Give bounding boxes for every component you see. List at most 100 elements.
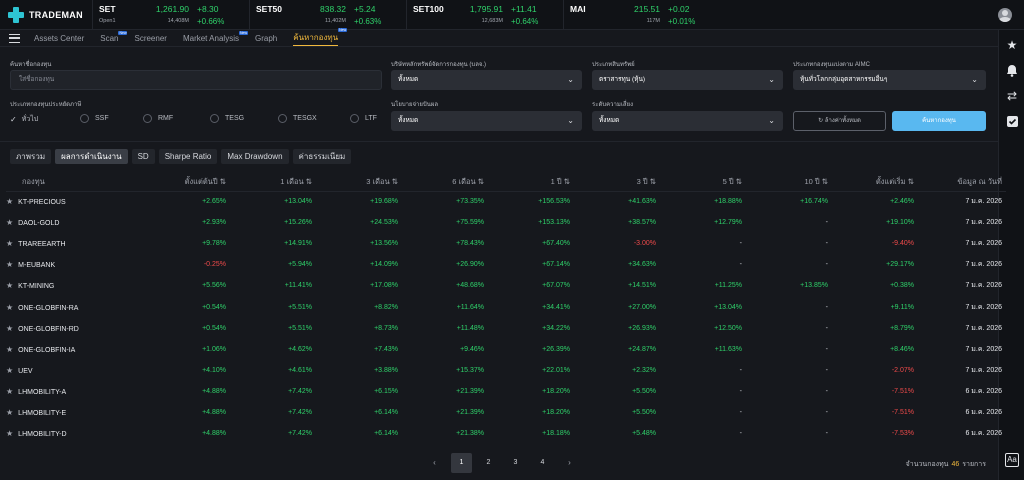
fund-search-input[interactable]: ใส่ชื่อกองทุน [10, 70, 382, 90]
fund-name[interactable]: ONE-GLOBFIN-RD [18, 325, 79, 333]
star-icon[interactable]: ★ [6, 386, 14, 396]
page-button[interactable]: 3 [513, 459, 518, 466]
bell-icon[interactable] [1005, 64, 1019, 78]
tab-scan[interactable]: Scan New [100, 30, 128, 43]
checklist-icon[interactable] [1005, 115, 1019, 129]
page-button[interactable]: 1 [451, 453, 472, 473]
star-icon[interactable]: ★ [6, 407, 14, 417]
font-size-icon[interactable]: Aa [1005, 453, 1019, 467]
aimc-select[interactable]: หุ้นทั่วโลกกลุ่มอุตสาหกรรมอื่นๆ ⌄ [793, 70, 986, 90]
tab-graph[interactable]: Graph [255, 34, 277, 43]
return-cell: +26.93% [628, 324, 656, 332]
return-cell: +2.65% [202, 198, 226, 206]
fund-name[interactable]: KT-PRECIOUS [18, 199, 66, 207]
tab-assets-center[interactable]: Assets Center [34, 34, 84, 43]
return-cell: +0.54% [202, 303, 226, 311]
table-row[interactable]: ★ M-EUBANK -0.25% +5.94% +14.09% +26.90% +67.1… [6, 254, 1006, 275]
table-row[interactable]: ★ LHMOBILITY-E +4.88% +7.42% +6.14% +21.39% +1… [6, 402, 1006, 423]
return-cell: +26.39% [542, 345, 570, 353]
swap-arrows-icon[interactable]: ⇄ [1006, 89, 1018, 103]
fund-name[interactable]: M-EUBANK [18, 262, 56, 270]
fund-name[interactable]: LHMOBILITY-A [18, 388, 67, 396]
star-icon[interactable]: ★ [6, 239, 14, 249]
table-row[interactable]: ★ ONE-GLOBFIN-RD +0.54% +5.51% +8.73% +11.48%… [6, 318, 1006, 339]
tab-max-drawdown[interactable]: Max Drawdown [221, 149, 289, 164]
table-row[interactable]: ★ ONE-GLOBFIN-IA +1.06% +4.62% +7.43% +9.46% +… [6, 339, 1006, 360]
ticker-set[interactable]: SET 1,261.90 +8.30 Open1 14,408M +0.66% [92, 0, 249, 29]
radio-tesg[interactable]: TESG [210, 114, 244, 123]
tab-label: Screener [134, 33, 167, 43]
fund-name[interactable]: KT-MINING [18, 283, 55, 291]
tab-sd[interactable]: SD [131, 149, 155, 164]
fund-name[interactable]: LHMOBILITY-D [18, 431, 67, 439]
radio-general[interactable]: ✓ ทั่วไป [10, 114, 38, 125]
ticker-set50[interactable]: SET50 838.32 +5.24 11,402M +0.63% [249, 0, 406, 29]
star-icon[interactable]: ★ [6, 281, 14, 291]
table-row[interactable]: ★ LHMOBILITY-D +4.88% +7.42% +6.14% +21.38% +1… [6, 423, 1006, 444]
asset-type-select[interactable]: ตราสารทุน (หุ้น) ⌄ [592, 70, 783, 90]
star-icon[interactable]: ★ [6, 365, 14, 375]
tab-fees[interactable]: ค่าธรรมเนียม [292, 149, 352, 164]
dividend-select[interactable]: ทั้งหมด ⌄ [391, 111, 582, 131]
star-icon[interactable]: ★ [6, 344, 14, 354]
next-page-button[interactable]: › [568, 458, 571, 467]
fund-name[interactable]: ONE-GLOBFIN-IA [18, 346, 76, 354]
column-header[interactable]: ตั้งแต่เริ่ม ⇅ [832, 173, 918, 192]
column-header[interactable]: 1 ปี ⇅ [488, 173, 574, 192]
table-row[interactable]: ★ LHMOBILITY-A +4.88% +7.42% +6.15% +21.39% +1… [6, 381, 1006, 402]
radio-rmf[interactable]: RMF [143, 114, 173, 123]
star-icon[interactable]: ★ [6, 197, 14, 207]
column-header[interactable]: 5 ปี ⇅ [660, 173, 746, 192]
tab-screener[interactable]: Screener [134, 34, 166, 43]
return-cell: -0.25% [203, 261, 226, 269]
tab-fund-search[interactable]: ค้นหากองทุน New [293, 27, 348, 46]
radio-ssf[interactable]: SSF [80, 114, 109, 123]
column-header[interactable]: 3 ปี ⇅ [574, 173, 660, 192]
star-icon[interactable]: ★ [6, 260, 14, 270]
ticker-mai[interactable]: MAI 215.51 +0.02 117M +0.01% [563, 0, 720, 29]
column-header[interactable]: 3 เดือน ⇅ [316, 173, 402, 192]
star-icon[interactable]: ★ [6, 429, 14, 439]
page-button[interactable]: 4 [540, 459, 545, 466]
page-button[interactable]: 2 [486, 459, 491, 466]
return-cell: +67.14% [542, 261, 570, 269]
return-cell: +4.88% [202, 387, 226, 395]
user-avatar-icon[interactable] [998, 8, 1012, 22]
table-row[interactable]: ★ DAOL-GOLD +2.93% +15.26% +24.53% +75.59% +15… [6, 212, 1006, 233]
star-icon[interactable]: ★ [1006, 38, 1018, 52]
table-row[interactable]: ★ KT-MINING +5.56% +11.41% +17.08% +48.68% +67… [6, 275, 1006, 296]
reset-button[interactable]: ↻ ล้างค่าทั้งหมด [793, 111, 886, 131]
return-cell: +15.26% [284, 219, 312, 227]
star-icon[interactable]: ★ [6, 323, 14, 333]
table-row[interactable]: ★ ONE-GLOBFIN-RA +0.54% +5.51% +8.82% +11.64%… [6, 296, 1006, 317]
star-icon[interactable]: ★ [6, 302, 14, 312]
amc-select[interactable]: ทั้งหมด ⌄ [391, 70, 582, 90]
tab-performance[interactable]: ผลการดำเนินงาน [55, 149, 128, 164]
hamburger-menu-icon[interactable] [9, 33, 20, 43]
column-header[interactable]: 6 เดือน ⇅ [402, 173, 488, 192]
column-header[interactable]: ตั้งแต่ต้นปี ⇅ [138, 173, 230, 192]
fund-name[interactable]: UEV [18, 367, 33, 375]
fund-name[interactable]: TRAREEARTH [18, 241, 66, 249]
tab-overview[interactable]: ภาพรวม [10, 149, 52, 164]
table-row[interactable]: ★ TRAREEARTH +9.78% +14.91% +13.56% +78.43% +6… [6, 233, 1006, 254]
table-row[interactable]: ★ KT-PRECIOUS +2.65% +13.04% +19.68% +73.35% +… [6, 191, 1006, 212]
radio-circle-icon [350, 114, 359, 123]
fund-name[interactable]: ONE-GLOBFIN-RA [18, 304, 79, 312]
tab-sharpe-ratio[interactable]: Sharpe Ratio [158, 149, 218, 164]
ticker-set100[interactable]: SET100 1,795.91 +11.41 12,683M +0.64% [406, 0, 563, 29]
table-row[interactable]: ★ UEV +4.10% +4.61% +3.88% +15.37% +22.01% +2.3… [6, 360, 1006, 381]
search-button[interactable]: ค้นหากองทุน [892, 111, 986, 131]
column-header[interactable]: 10 ปี ⇅ [746, 173, 832, 192]
return-cell: +5.50% [632, 408, 656, 416]
risk-select[interactable]: ทั้งหมด ⌄ [592, 111, 783, 131]
fund-name[interactable]: LHMOBILITY-E [18, 409, 67, 417]
radio-tesgx[interactable]: TESGX [278, 114, 317, 123]
column-header[interactable]: 1 เดือน ⇅ [230, 173, 316, 192]
brand[interactable]: TRADEMAN [0, 0, 92, 29]
tab-market-analysis[interactable]: Market Analysis New [183, 30, 248, 43]
radio-ltf[interactable]: LTF [350, 114, 377, 123]
prev-page-button[interactable]: ‹ [433, 458, 436, 467]
star-icon[interactable]: ★ [6, 218, 14, 228]
fund-name[interactable]: DAOL-GOLD [18, 220, 60, 228]
